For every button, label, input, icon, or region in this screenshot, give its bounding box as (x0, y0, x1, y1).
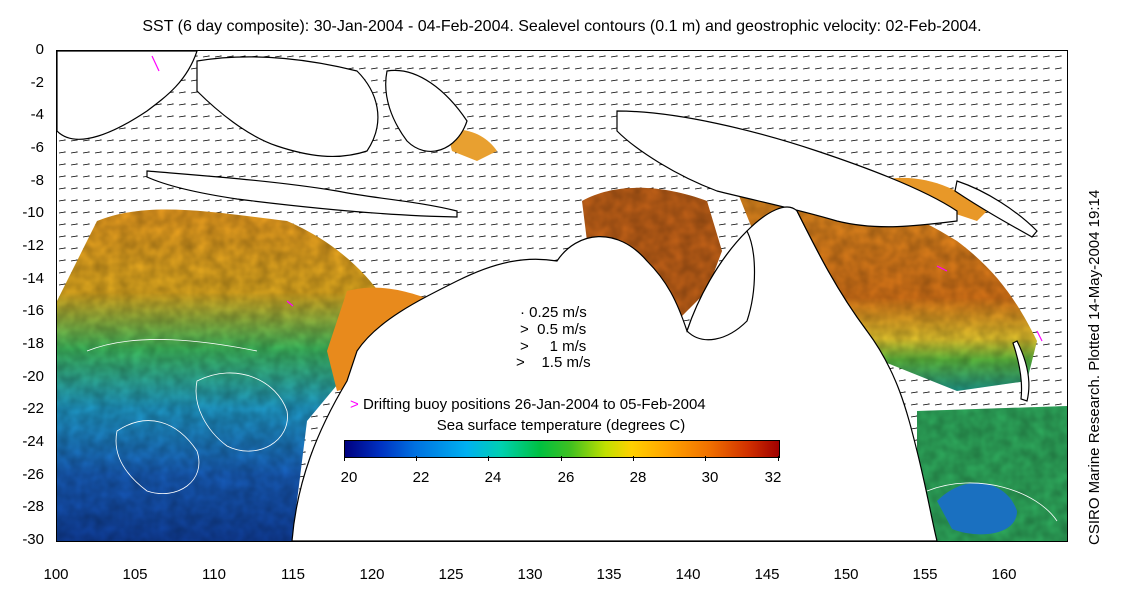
buoy-positions (151, 55, 1043, 342)
x-tick: 120 (359, 566, 385, 583)
y-tick: -22 (22, 400, 44, 417)
buoy-legend: > Drifting buoy positions 26-Jan-2004 to… (350, 396, 706, 413)
x-tick: 145 (754, 566, 780, 583)
map-title: SST (6 day composite): 30-Jan-2004 - 04-… (142, 18, 982, 35)
velocity-legend-entry: > 1.5 m/s (516, 354, 591, 371)
y-tick: -10 (22, 204, 44, 221)
x-tick: 130 (517, 566, 543, 583)
vector-icon: · (520, 304, 525, 321)
x-tick: 105 (122, 566, 148, 583)
colorbar-tick-mark (633, 456, 634, 461)
sst-north (447, 129, 1037, 391)
velocity-legend-entry: ˃ 0.5 m/s (520, 321, 587, 338)
y-tick: -26 (22, 466, 44, 483)
y-tick: -30 (22, 531, 44, 548)
colorbar-tick-mark (561, 456, 562, 461)
y-tick: -12 (22, 237, 44, 254)
vector-icon: > (516, 354, 538, 371)
x-tick: 150 (833, 566, 859, 583)
vector-icon: ˃ (520, 321, 533, 338)
y-tick: -18 (22, 335, 44, 352)
x-tick: 125 (438, 566, 464, 583)
vector-icon: > (520, 338, 546, 355)
colorbar-tick: 30 (701, 469, 719, 486)
colorbar-tick-mark (488, 456, 489, 461)
x-tick: 140 (675, 566, 701, 583)
sst-southeast (917, 406, 1067, 541)
y-tick: -28 (22, 498, 44, 515)
y-tick: -6 (30, 139, 44, 156)
colorbar-tick-mark (416, 456, 417, 461)
y-tick: -20 (22, 368, 44, 385)
colorbar-tick: 22 (412, 469, 430, 486)
colorbar-tick-mark (778, 456, 779, 461)
buoy-marker-icon: > (350, 396, 359, 413)
y-tick: -2 (30, 74, 44, 91)
x-tick: 100 (43, 566, 69, 583)
x-tick: 135 (596, 566, 622, 583)
y-tick: -8 (30, 172, 44, 189)
x-tick: 160 (991, 566, 1017, 583)
colorbar-tick: 32 (764, 469, 782, 486)
y-tick: 0 (35, 41, 44, 58)
map-canvas (57, 51, 1067, 541)
colorbar-tick-mark (705, 456, 706, 461)
colorbar-tick: 20 (340, 469, 358, 486)
x-tick: 155 (912, 566, 938, 583)
colorbar-title: Sea surface temperature (degrees C) (436, 417, 686, 434)
credit-label: CSIRO Marine Research. Plotted 14-May-20… (1086, 189, 1103, 545)
y-tick: -16 (22, 302, 44, 319)
y-tick: -24 (22, 433, 44, 450)
colorbar-tick: 24 (484, 469, 502, 486)
colorbar-tick-mark (344, 456, 345, 461)
map-plot (56, 50, 1068, 542)
y-tick: -4 (30, 106, 44, 123)
x-tick: 115 (281, 566, 305, 583)
colorbar-tick: 26 (557, 469, 575, 486)
colorbar (344, 440, 780, 458)
x-tick: 110 (202, 566, 226, 583)
y-tick: -14 (22, 270, 44, 287)
velocity-legend-entry: > 1 m/s (520, 338, 587, 355)
colorbar-tick: 28 (629, 469, 647, 486)
velocity-legend-entry: · 0.25 m/s (520, 304, 587, 321)
